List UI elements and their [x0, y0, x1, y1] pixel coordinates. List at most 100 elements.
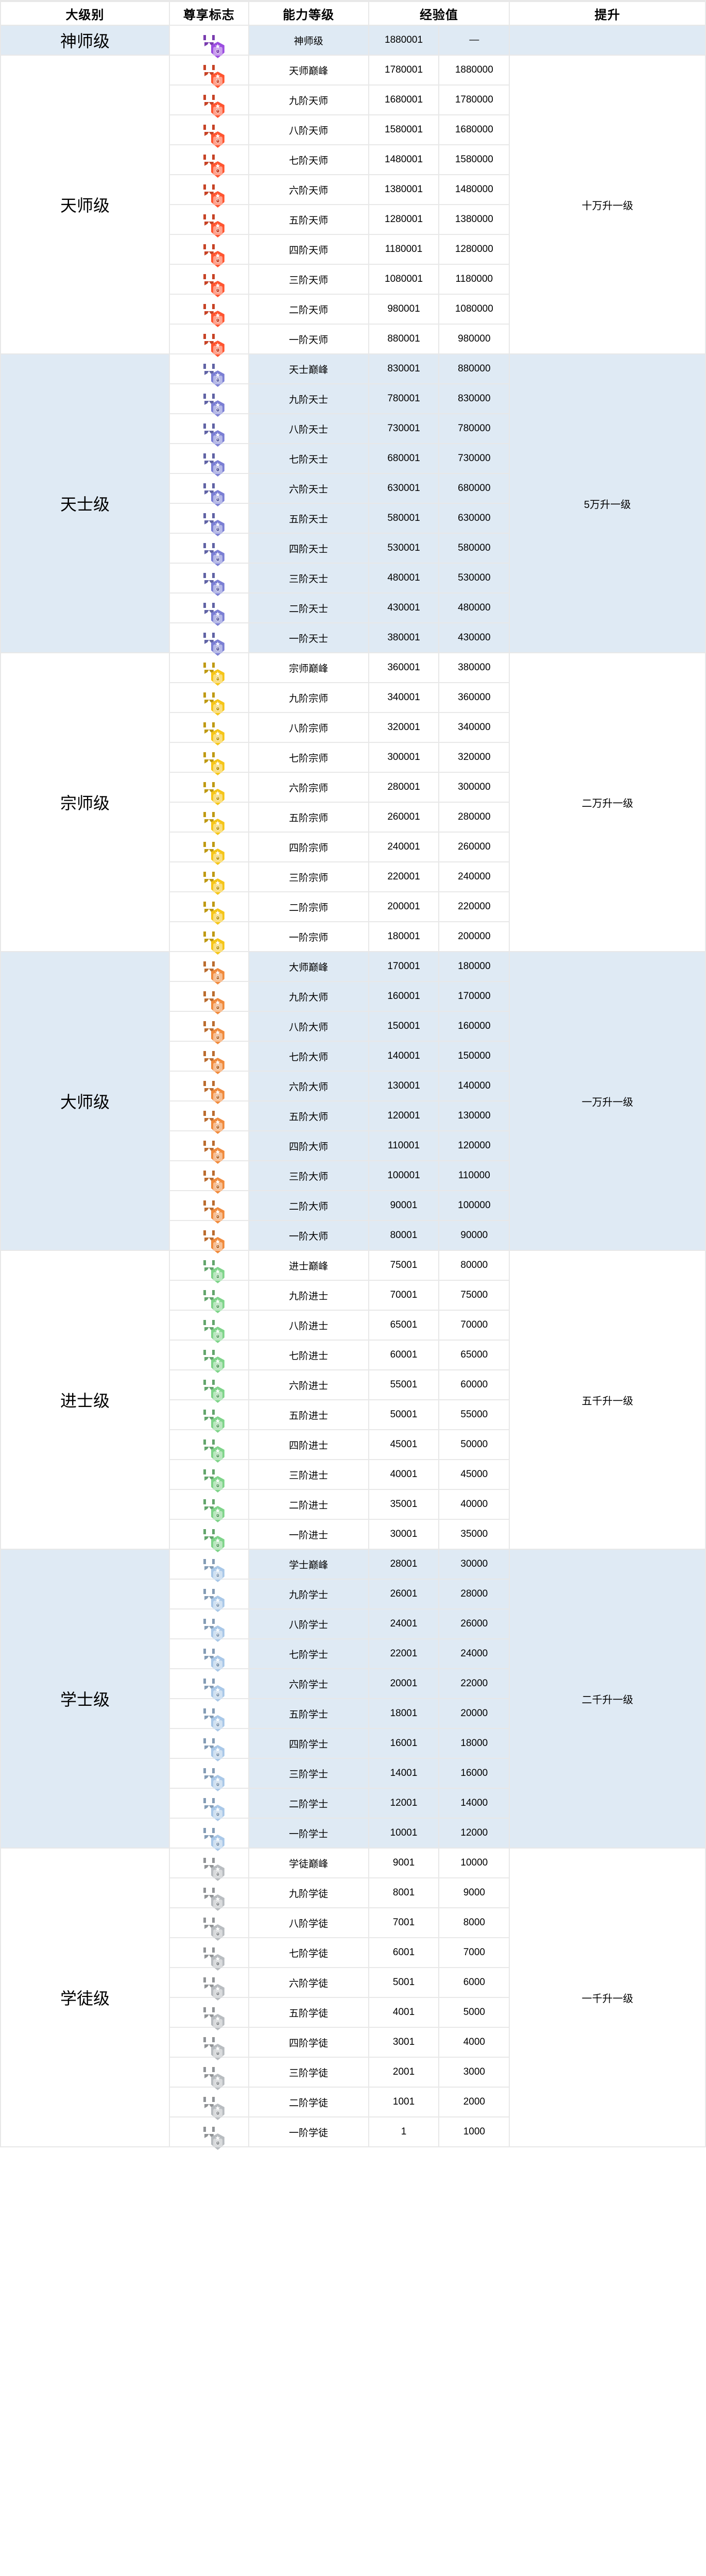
exp-from-cell: 300001 [369, 743, 439, 772]
exp-from-cell: 75001 [369, 1251, 439, 1280]
exp-to-cell: 100000 [439, 1191, 509, 1220]
table-row: 2 二阶进士 35001 40000 [1, 1490, 705, 1522]
level-name-cell: 四阶进士 [249, 1430, 368, 1459]
exp-to-cell: 8000 [439, 1908, 509, 1937]
level-name-cell: 二阶进士 [249, 1490, 368, 1519]
exp-from-cell: 8001 [369, 1878, 439, 1907]
badge-cell: 7 [170, 743, 248, 775]
exp-from-cell: 4001 [369, 1998, 439, 2027]
exp-from-cell: 150001 [369, 1012, 439, 1041]
badge-cell: 4 [170, 235, 248, 267]
level-name-cell: 七阶天师 [249, 145, 368, 174]
exp-to-cell: 130000 [439, 1101, 509, 1130]
badge-cell: 7 [170, 1341, 248, 1373]
exp-from-cell: 35001 [369, 1490, 439, 1519]
table-row: 2 二阶学士 12001 14000 [1, 1789, 705, 1821]
exp-to-cell: 780000 [439, 414, 509, 443]
exp-to-cell: 22000 [439, 1669, 509, 1698]
table-row: 3 三阶学士 14001 16000 [1, 1759, 705, 1791]
header-exp: 经验值 [369, 2, 509, 25]
exp-to-cell: 40000 [439, 1490, 509, 1519]
badge-cell: 4 [170, 1729, 248, 1761]
level-name-cell: 八阶天师 [249, 115, 368, 144]
badge-cell: 8 [170, 414, 248, 447]
level-name-cell: 九阶天士 [249, 384, 368, 413]
table-row: 7 七阶进士 60001 65000 [1, 1341, 705, 1373]
exp-from-cell: 120001 [369, 1101, 439, 1130]
badge-cell: 4 [170, 1430, 248, 1463]
level-name-cell: 一阶天师 [249, 325, 368, 353]
level-name-cell: 九阶宗师 [249, 683, 368, 712]
level-name-cell: 五阶进士 [249, 1400, 368, 1429]
table-row: 神师级 1 神师级 1880001— [1, 26, 705, 58]
table-row: 4 四阶宗师 240001 260000 [1, 833, 705, 865]
badge-cell: 4 [170, 534, 248, 566]
exp-to-cell: 1380000 [439, 205, 509, 234]
table-row: 1 一阶学士 10001 12000 [1, 1819, 705, 1851]
badge-cell: 9 [170, 683, 248, 716]
exp-from-cell: 200001 [369, 892, 439, 921]
badge-cell: 2 [170, 1490, 248, 1522]
table-row: 4 四阶学士 16001 18000 [1, 1729, 705, 1761]
badge-cell: 8 [170, 115, 248, 148]
level-name-cell: 三阶宗师 [249, 862, 368, 891]
exp-to-cell: 150000 [439, 1042, 509, 1071]
table-row: 学士级 10 学士巅峰 28001 30000 二千升一级 [1, 1550, 705, 1848]
exp-from-cell: 24001 [369, 1609, 439, 1638]
table-row: 5 五阶大师 120001 130000 [1, 1101, 705, 1134]
level-name-cell: 九阶大师 [249, 982, 368, 1011]
level-name-cell: 五阶天师 [249, 205, 368, 234]
level-name-cell: 进士巅峰 [249, 1251, 368, 1280]
level-name-cell: 一阶进士 [249, 1520, 368, 1549]
upgrade-cell: 五千升一级 [510, 1251, 705, 1549]
exp-to-cell: 2000 [439, 2088, 509, 2116]
exp-to-cell: 1180000 [439, 265, 509, 294]
exp-to-cell: 110000 [439, 1161, 509, 1190]
level-name-cell: 二阶学徒 [249, 2088, 368, 2116]
exp-to-cell: 360000 [439, 683, 509, 712]
exp-to-cell: 1880000 [439, 56, 509, 84]
level-name-cell: 二阶宗师 [249, 892, 368, 921]
exp-to-cell: 1680000 [439, 115, 509, 144]
exp-from-cell: 80001 [369, 1221, 439, 1250]
badge-cell: 7 [170, 1639, 248, 1672]
badge-cell: 5 [170, 1101, 248, 1134]
exp-to-cell: 1280000 [439, 235, 509, 264]
exp-to-cell: 90000 [439, 1221, 509, 1250]
exp-from-cell: 1780001 [369, 56, 439, 84]
exp-from-cell: 50001 [369, 1400, 439, 1429]
table-row: 5 五阶学徒 4001 5000 [1, 1998, 705, 2030]
badge-cell: 1 [170, 1520, 248, 1552]
exp-to-cell: 1000 [439, 2117, 509, 2146]
level-name-cell: 八阶进士 [249, 1311, 368, 1340]
badge-cell: 3 [170, 1460, 248, 1493]
exp-to-cell: 380000 [439, 653, 509, 682]
badge-cell: 1 [170, 325, 248, 357]
badge-cell: 9 [170, 982, 248, 1014]
table-row: 3 三阶天师 1080001 1180000 [1, 265, 705, 297]
exp-from-cell: 980001 [369, 295, 439, 324]
exp-from-cell: 16001 [369, 1729, 439, 1758]
exp-to-cell: 140000 [439, 1072, 509, 1100]
table-row: 6 六阶学士 20001 22000 [1, 1669, 705, 1702]
table-row: 6 六阶宗师 280001 300000 [1, 773, 705, 805]
level-name-cell: 八阶学士 [249, 1609, 368, 1638]
upgrade-cell: 十万升一级 [510, 56, 705, 353]
level-name-cell: 神师级 [249, 26, 368, 55]
level-name-cell: 二阶大师 [249, 1191, 368, 1220]
badge-cell: 2 [170, 1191, 248, 1224]
badge-cell: 7 [170, 1938, 248, 1971]
rank-table-page: 大级别 尊享标志 能力等级 经验值 提升 神师级 1 神师级 1880001— 天师级 1… [0, 0, 706, 2150]
exp-to-cell: 35000 [439, 1520, 509, 1549]
table-row: 5 五阶天士 580001 630000 [1, 504, 705, 536]
badge-cell: 3 [170, 1161, 248, 1194]
level-name-cell: 八阶大师 [249, 1012, 368, 1041]
exp-from-cell: 240001 [369, 833, 439, 861]
level-name-cell: 三阶学士 [249, 1759, 368, 1788]
tier-name-cell: 学士级 [1, 1550, 169, 1848]
upgrade-cell [510, 26, 705, 55]
level-name-cell: 五阶宗师 [249, 803, 368, 832]
level-name-cell: 天士巅峰 [249, 354, 368, 383]
exp-to-cell: 170000 [439, 982, 509, 1011]
exp-from-cell: 630001 [369, 474, 439, 503]
